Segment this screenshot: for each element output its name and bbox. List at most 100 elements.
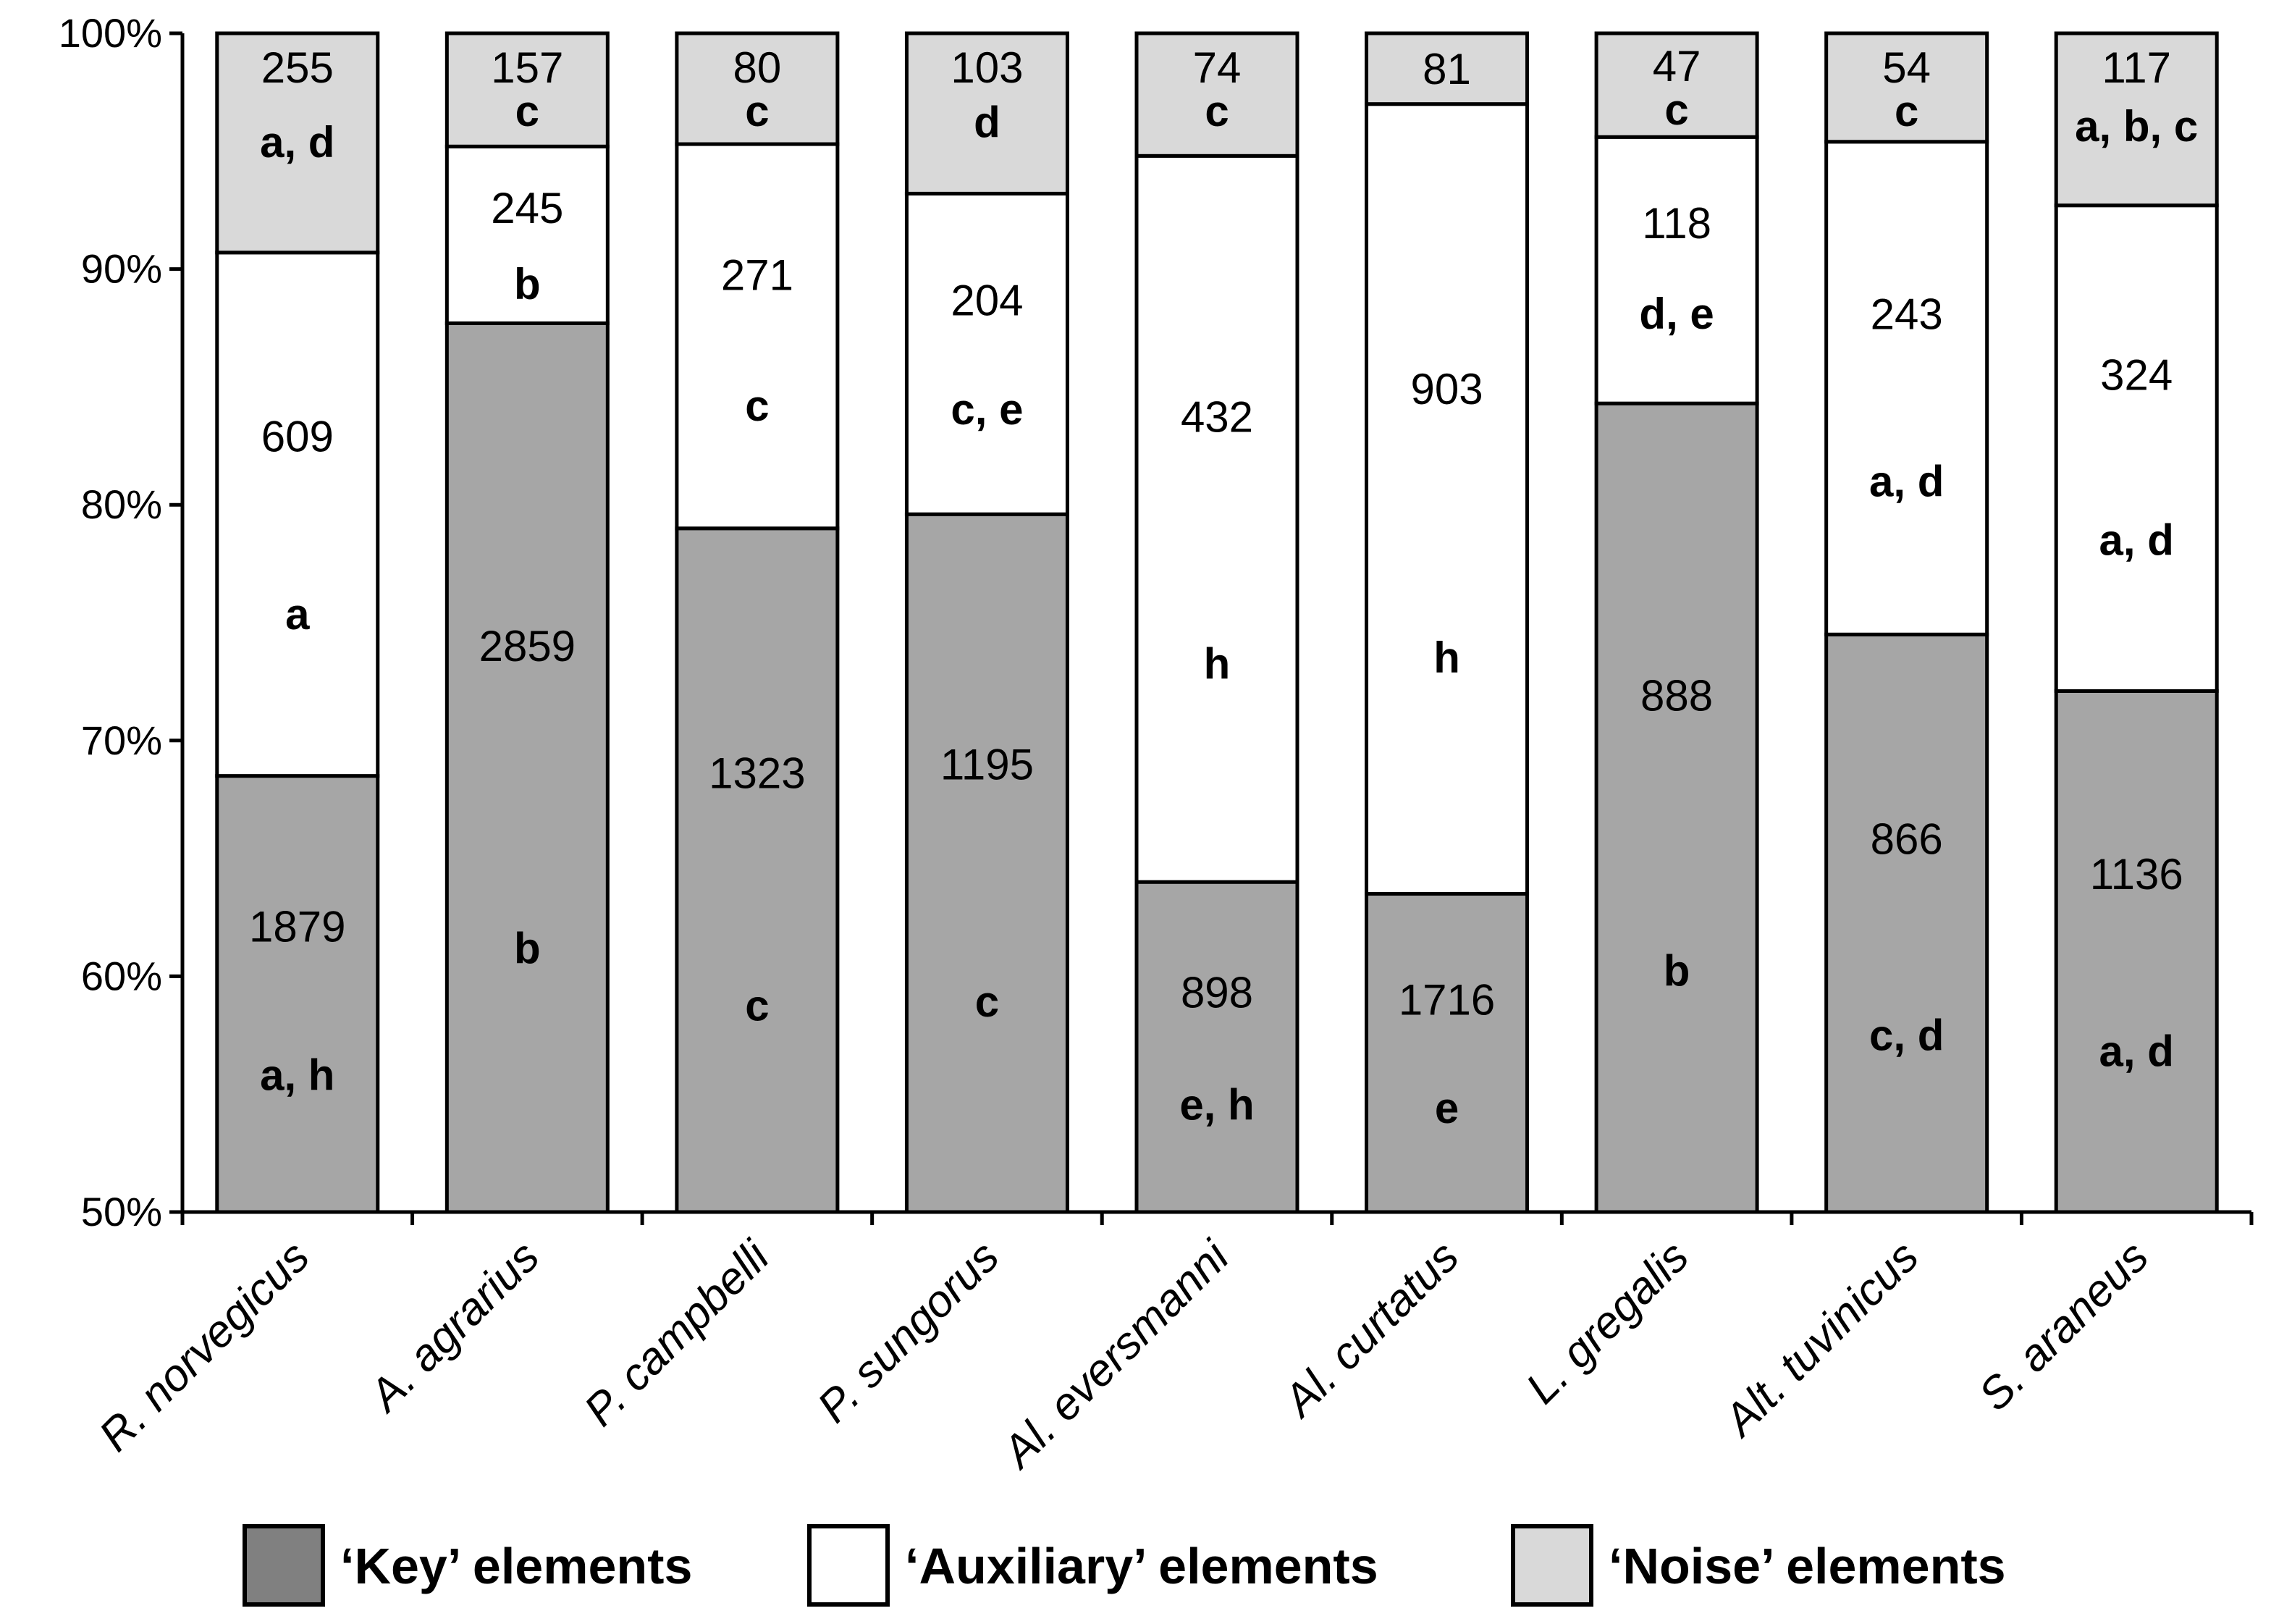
x-tick-label-p-campbelli: P. campbelli (575, 1231, 780, 1436)
bar-r-norvegicus-noise (215, 31, 380, 255)
bar-al-eversmanni-key (1134, 880, 1299, 1214)
legend-label-noise: ‘Noise’ elements (1609, 1538, 2006, 1594)
count-label-al-curtatus-noise: 81 (1423, 45, 1471, 93)
count-label-al-eversmanni-auxiliary: 432 (1181, 392, 1253, 441)
x-tick-label-a-agrarius: A. agrarius (358, 1232, 549, 1423)
count-label-p-campbelli-auxiliary: 271 (721, 251, 793, 300)
bar-p-sungorus-auxiliary (904, 191, 1069, 516)
bar-r-norvegicus-key (215, 774, 380, 1214)
bar-al-curtatus-auxiliary (1365, 102, 1530, 896)
group-label-p-campbelli-noise: c (745, 87, 769, 135)
group-label-s-araneus-noise: a, b, c (2075, 102, 2198, 151)
count-label-alt-tuvinicus-key: 866 (1871, 815, 1943, 863)
count-label-s-araneus-auxiliary: 324 (2100, 351, 2173, 400)
group-label-r-norvegicus-auxiliary: a (285, 590, 310, 639)
group-label-a-agrarius-auxiliary: b (514, 260, 541, 308)
count-label-a-agrarius-auxiliary: 245 (491, 184, 563, 232)
group-label-al-curtatus-auxiliary: h (1433, 634, 1460, 682)
bar-l-gregalis-noise (1594, 31, 1759, 139)
x-tick-label-p-sungorus: P. sungorus (808, 1232, 1008, 1432)
legend: ‘Key’ elements ‘Auxiliary’ elements ‘Noise… (243, 1524, 2006, 1607)
group-label-al-curtatus-key: e (1435, 1084, 1459, 1132)
bar-al-eversmanni-auxiliary (1134, 153, 1299, 884)
count-label-p-sungorus-auxiliary: 204 (951, 277, 1023, 325)
group-label-al-eversmanni-noise: c (1205, 87, 1229, 135)
group-label-p-sungorus-noise: d (974, 98, 1000, 146)
x-tick-label-al-curtatus: Al. curtatus (1273, 1232, 1469, 1428)
bar-p-campbelli-auxiliary (675, 142, 840, 531)
legend-swatch-auxiliary (807, 1524, 890, 1607)
group-label-l-gregalis-key: b (1664, 946, 1690, 995)
group-label-l-gregalis-noise: c (1664, 85, 1688, 134)
group-label-p-campbelli-auxiliary: c (745, 382, 769, 430)
group-label-al-eversmanni-auxiliary: h (1204, 639, 1231, 688)
group-label-p-campbelli-key: c (745, 982, 769, 1030)
y-tick-label: 80% (81, 481, 162, 527)
bar-p-campbelli-key (675, 526, 840, 1214)
x-tick-label-alt-tuvinicus: Alt. tuvinicus (1713, 1232, 1929, 1447)
count-label-alt-tuvinicus-auxiliary: 243 (1871, 290, 1943, 338)
group-label-a-agrarius-noise: c (515, 87, 539, 135)
count-label-a-agrarius-noise: 157 (491, 43, 563, 92)
count-label-al-curtatus-key: 1716 (1399, 975, 1495, 1024)
bar-alt-tuvinicus-key (1824, 632, 1989, 1214)
count-label-r-norvegicus-auxiliary: 609 (261, 412, 334, 460)
count-label-p-campbelli-noise: 80 (733, 43, 782, 92)
x-tick-label-s-araneus: S. araneus (1969, 1232, 2158, 1421)
bar-p-sungorus-key (904, 512, 1069, 1214)
bar-l-gregalis-auxiliary (1594, 135, 1759, 405)
group-label-al-eversmanni-key: e, h (1179, 1080, 1254, 1129)
bar-al-curtatus-key (1365, 891, 1530, 1214)
count-label-l-gregalis-auxiliary: 118 (1642, 199, 1711, 248)
bars-layer (215, 31, 2219, 1214)
group-label-r-norvegicus-key: a, h (260, 1051, 334, 1099)
group-label-s-araneus-key: a, d (2099, 1027, 2174, 1076)
count-label-al-eversmanni-key: 898 (1181, 968, 1253, 1017)
bar-al-eversmanni-noise (1134, 31, 1299, 158)
bar-alt-tuvinicus-auxiliary (1824, 140, 1989, 636)
count-label-p-sungorus-key: 1195 (940, 740, 1034, 788)
group-label-p-sungorus-key: c (975, 977, 999, 1026)
y-tick-label: 50% (81, 1189, 162, 1234)
x-tick-label-l-gregalis: L. gregalis (1517, 1232, 1698, 1413)
count-label-alt-tuvinicus-noise: 54 (1882, 43, 1931, 92)
count-label-s-araneus-key: 1136 (2090, 850, 2183, 899)
bar-a-agrarius-auxiliary (444, 144, 610, 325)
bar-a-agrarius-noise (444, 31, 610, 148)
y-tick-label: 60% (81, 953, 162, 998)
group-label-alt-tuvinicus-noise: c (1895, 87, 1918, 135)
x-tick-label-r-norvegicus: R. norvegicus (90, 1232, 319, 1461)
group-label-s-araneus-auxiliary: a, d (2099, 516, 2174, 565)
count-label-r-norvegicus-key: 1879 (249, 903, 345, 951)
count-label-al-eversmanni-noise: 74 (1193, 43, 1242, 92)
legend-swatch-key (243, 1524, 325, 1607)
count-label-al-curtatus-auxiliary: 903 (1411, 365, 1483, 413)
legend-swatch-noise (1511, 1524, 1593, 1607)
y-tick-label: 100% (59, 10, 162, 56)
y-tick-label: 70% (81, 718, 162, 763)
group-label-l-gregalis-auxiliary: d, e (1639, 290, 1714, 338)
bar-p-campbelli-noise (675, 31, 840, 146)
y-tick-label: 90% (81, 246, 162, 292)
count-label-r-norvegicus-noise: 255 (261, 43, 334, 92)
bar-s-araneus-key (2054, 689, 2219, 1214)
count-label-l-gregalis-noise: 47 (1653, 42, 1701, 91)
bar-s-araneus-noise (2054, 31, 2219, 208)
count-label-l-gregalis-key: 888 (1640, 672, 1713, 720)
count-label-s-araneus-noise: 117 (2102, 43, 2171, 92)
legend-label-auxiliary: ‘Auxiliary’ elements (905, 1538, 1378, 1594)
bar-s-araneus-auxiliary (2054, 203, 2219, 693)
count-label-p-sungorus-noise: 103 (951, 43, 1023, 92)
group-label-alt-tuvinicus-auxiliary: a, d (1869, 458, 1944, 506)
bar-a-agrarius-key (444, 321, 610, 1214)
bar-al-curtatus-noise (1365, 31, 1530, 106)
group-label-p-sungorus-auxiliary: c, e (951, 385, 1023, 434)
count-label-a-agrarius-key: 2859 (479, 622, 576, 670)
group-label-r-norvegicus-noise: a, d (260, 118, 334, 167)
bar-r-norvegicus-auxiliary (215, 251, 380, 778)
group-label-alt-tuvinicus-key: c, d (1869, 1011, 1944, 1060)
bar-p-sungorus-noise (904, 31, 1069, 195)
x-tick-label-al-eversmanni: Al. eversmanni (991, 1231, 1239, 1479)
group-label-a-agrarius-key: b (514, 924, 541, 972)
